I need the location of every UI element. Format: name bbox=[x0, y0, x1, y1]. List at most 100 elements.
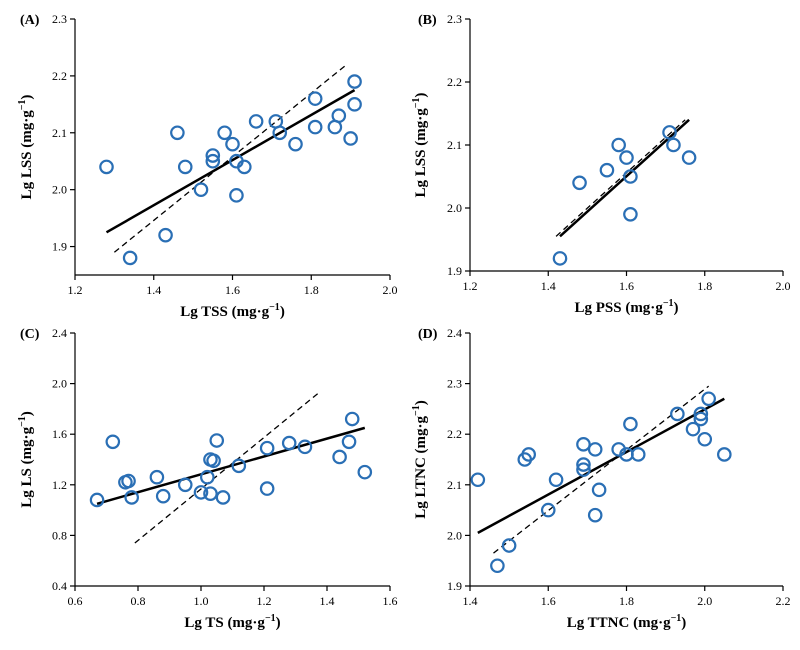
panel-c: (C) 0.6 0.8 1.0 1.2 1.4 1.6 0.4 0.8 1.2 1.6 2.0 2.4 L… bbox=[17, 326, 398, 631]
data-point bbox=[331, 108, 347, 124]
data-point bbox=[122, 250, 138, 266]
y-tick-label: 2.1 bbox=[447, 138, 462, 152]
data-point bbox=[685, 421, 701, 437]
data-point bbox=[89, 492, 105, 508]
data-point bbox=[158, 227, 173, 243]
dashed-fit-line bbox=[555, 119, 686, 237]
data-point bbox=[307, 91, 323, 106]
x-axis-label-sup: −1 bbox=[663, 298, 674, 309]
x-tick-label: 1.4 bbox=[320, 594, 335, 608]
x-tick-label: 1.4 bbox=[463, 594, 478, 608]
data-point bbox=[149, 469, 165, 485]
y-axis-label: Lg LS (mg·g−1) bbox=[17, 411, 35, 508]
data-point bbox=[697, 431, 713, 447]
data-point bbox=[177, 159, 193, 175]
y-axis-label-main: Lg LSS (mg·g bbox=[19, 110, 35, 200]
y-tick-label: 2.4 bbox=[52, 326, 67, 340]
data-point bbox=[540, 502, 556, 518]
y-tick-label: 1.2 bbox=[52, 478, 67, 492]
data-point bbox=[177, 477, 193, 493]
x-axis-label-main: Lg TSS (mg·g bbox=[180, 304, 269, 320]
data-point bbox=[170, 125, 185, 141]
y-axis-label-end: ) bbox=[19, 411, 35, 416]
y-tick-label: 2.3 bbox=[52, 12, 67, 26]
data-point bbox=[587, 442, 603, 457]
y-axis-label-sup: −1 bbox=[411, 405, 422, 416]
y-tick-label: 2.1 bbox=[447, 478, 462, 492]
x-tick-label: 2.2 bbox=[776, 594, 791, 608]
x-axis-label: Lg TS (mg·g−1) bbox=[184, 613, 280, 631]
solid-fit-line bbox=[477, 397, 725, 534]
panel-label: (C) bbox=[20, 327, 40, 342]
x-axis-label-sup: −1 bbox=[269, 302, 280, 313]
data-point bbox=[124, 490, 139, 505]
y-tick-label: 1.9 bbox=[52, 240, 67, 254]
data-point bbox=[490, 558, 505, 574]
x-tick-label: 2.0 bbox=[697, 594, 712, 608]
y-tick-label: 2.2 bbox=[447, 75, 462, 89]
data-point bbox=[307, 119, 323, 135]
data-point bbox=[209, 433, 225, 448]
y-axis-label: Lg LTNC (mg·g−1) bbox=[411, 400, 429, 519]
data-point bbox=[548, 472, 564, 488]
data-point bbox=[611, 137, 626, 153]
data-point bbox=[297, 439, 313, 455]
data-point bbox=[591, 482, 607, 498]
data-point bbox=[205, 148, 221, 163]
data-point bbox=[599, 162, 615, 178]
data-point bbox=[215, 490, 231, 505]
y-tick-label: 2.2 bbox=[52, 69, 67, 83]
data-point bbox=[272, 125, 288, 141]
data-point bbox=[623, 207, 638, 222]
data-point bbox=[193, 182, 209, 197]
x-tick-label: 1.6 bbox=[383, 594, 398, 608]
panel-label: (A) bbox=[20, 13, 40, 28]
y-tick-label: 1.6 bbox=[52, 427, 67, 441]
x-axis-label-main: Lg PSS (mg·g bbox=[574, 300, 663, 316]
data-point bbox=[206, 453, 221, 469]
x-tick-label: 1.6 bbox=[619, 279, 634, 293]
data-point bbox=[670, 406, 685, 422]
y-tick-label: 0.4 bbox=[52, 579, 67, 593]
x-tick-label: 1.2 bbox=[257, 594, 272, 608]
x-tick-label: 1.2 bbox=[68, 283, 83, 297]
panel-b: (B) 1.2 1.4 1.6 1.8 2.0 1.9 2.0 2.1 2.2 2.3 Lg PSS … bbox=[411, 12, 791, 316]
x-tick-label: 1.8 bbox=[697, 279, 712, 293]
data-point bbox=[681, 150, 697, 165]
y-axis-label-end: ) bbox=[413, 93, 429, 98]
y-tick-label: 2.0 bbox=[52, 377, 67, 391]
y-axis-label: Lg LSS (mg·g−1) bbox=[411, 93, 429, 198]
data-point bbox=[341, 434, 357, 450]
data-point bbox=[344, 411, 360, 427]
x-axis-label-sup: −1 bbox=[671, 613, 682, 624]
x-tick-label: 0.6 bbox=[68, 594, 83, 608]
x-tick-label: 1.4 bbox=[146, 283, 161, 297]
data-point bbox=[576, 457, 591, 472]
x-tick-label: 2.0 bbox=[776, 279, 791, 293]
data-point bbox=[357, 464, 373, 480]
dashed-fit-line bbox=[493, 385, 710, 554]
data-point bbox=[155, 488, 171, 504]
panel-label: (B) bbox=[418, 13, 437, 28]
x-axis-label-end: ) bbox=[276, 615, 281, 631]
data-point bbox=[237, 159, 252, 175]
data-point bbox=[501, 538, 517, 553]
x-axis-label: Lg TSS (mg·g−1) bbox=[180, 302, 285, 320]
panel-a: (A) 1.2 1.4 1.6 1.8 2.0 1.9 2.0 2.1 2.2 2.3 Lg TSS … bbox=[17, 12, 398, 320]
y-axis-label-end: ) bbox=[413, 400, 429, 405]
data-point bbox=[225, 136, 240, 152]
y-axis-label-main: Lg LTNC (mg·g bbox=[413, 415, 429, 518]
data-point bbox=[288, 136, 303, 152]
x-tick-label: 1.4 bbox=[541, 279, 556, 293]
data-point bbox=[552, 251, 568, 266]
data-point bbox=[521, 447, 536, 462]
y-axis-label-sup: −1 bbox=[17, 100, 28, 111]
data-point bbox=[623, 169, 638, 184]
y-tick-label: 1.9 bbox=[447, 264, 462, 278]
y-tick-label: 0.8 bbox=[52, 528, 67, 542]
y-tick-label: 2.2 bbox=[447, 427, 462, 441]
x-axis-label-end: ) bbox=[681, 615, 686, 631]
data-point bbox=[281, 435, 297, 451]
solid-fit-line bbox=[96, 426, 366, 505]
